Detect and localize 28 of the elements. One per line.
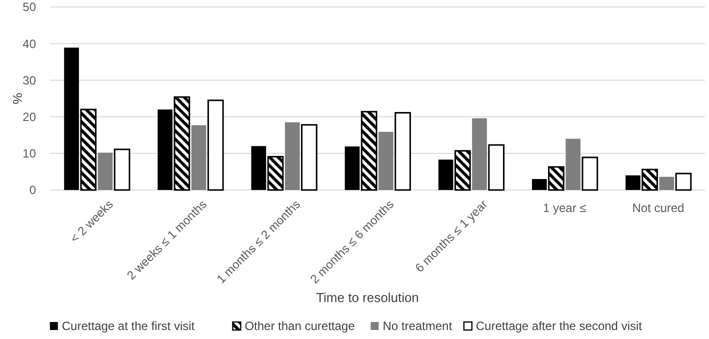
bar bbox=[394, 112, 411, 191]
x-axis-title: Time to resolution bbox=[316, 290, 419, 305]
bar bbox=[472, 118, 487, 190]
bar bbox=[566, 138, 580, 190]
bar bbox=[378, 132, 394, 190]
y-tick-label: 40 bbox=[22, 36, 36, 51]
bar bbox=[284, 122, 300, 190]
bar bbox=[114, 148, 130, 191]
y-tick-label: 30 bbox=[22, 73, 36, 88]
y-axis-title: % bbox=[10, 92, 25, 105]
x-tick-label: 1 year ≤ bbox=[543, 201, 587, 216]
legend-label: Other than curettage bbox=[244, 319, 356, 333]
y-tick-label: 0 bbox=[29, 183, 36, 198]
y-tick-label: 20 bbox=[22, 110, 36, 124]
bar bbox=[191, 125, 206, 190]
bar bbox=[301, 124, 318, 191]
bar bbox=[207, 100, 224, 191]
bar bbox=[582, 156, 598, 191]
y-tick-label: 10 bbox=[22, 146, 36, 161]
legend-label: Curettage after the second visit bbox=[476, 319, 643, 333]
bar bbox=[98, 152, 113, 190]
bar bbox=[675, 172, 692, 191]
bar bbox=[488, 144, 505, 191]
legend-label: Curettage at the first visit bbox=[62, 319, 196, 333]
x-tick-label: Not cured bbox=[632, 201, 684, 216]
bar bbox=[659, 176, 674, 190]
legend-label: No treatment bbox=[382, 319, 453, 333]
y-tick-label: 50 bbox=[22, 0, 36, 14]
